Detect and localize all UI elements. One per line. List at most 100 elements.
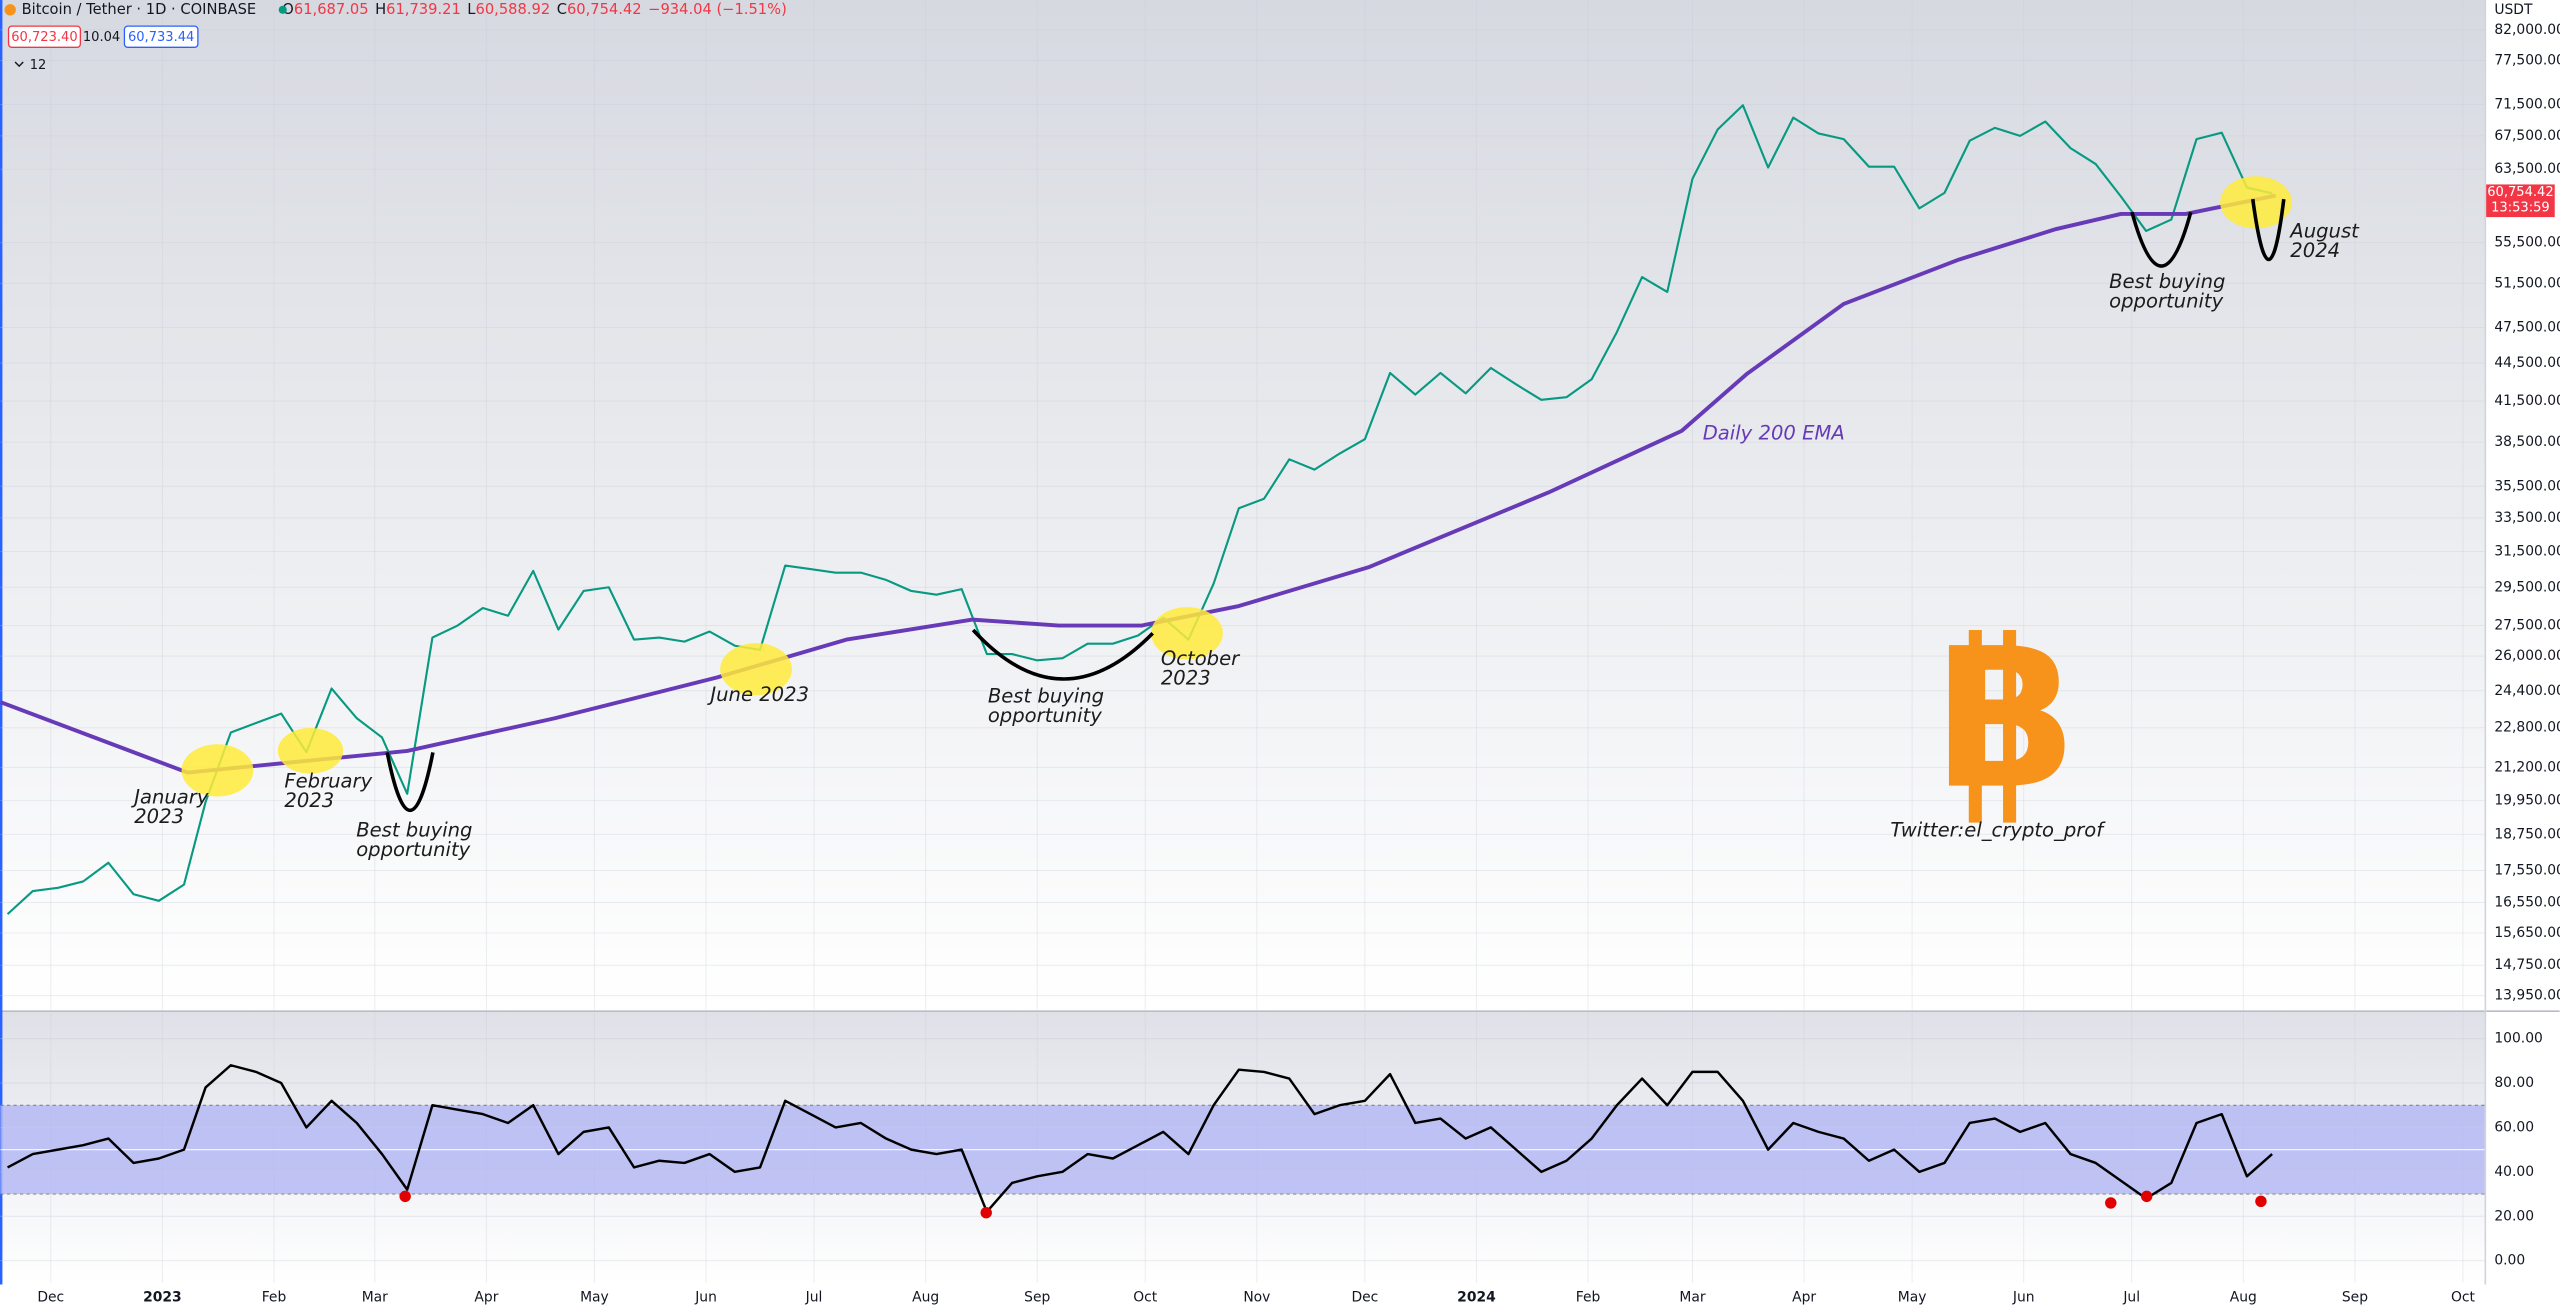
annotation: Best buying	[356, 818, 472, 841]
annotation: August	[2288, 219, 2360, 242]
price-axis	[2484, 0, 2560, 1309]
highlight	[181, 744, 254, 797]
y-tick-label: 67,500.00	[2494, 128, 2560, 144]
x-tick-label: Dec	[1351, 1290, 1378, 1306]
highlight	[2220, 176, 2292, 229]
y-tick-label: 27,500.00	[2494, 618, 2560, 634]
y-tick-label: 55,500.00	[2494, 235, 2560, 251]
rsi-low-dot	[2105, 1197, 2117, 1209]
highlight	[720, 643, 792, 696]
ohlc-key: C	[557, 1, 567, 18]
x-tick-label: Oct	[1133, 1290, 1158, 1306]
rsi-tick-label: 20.00	[2494, 1208, 2534, 1224]
y-tick-label: 15,650.00	[2494, 925, 2560, 941]
annotation: opportunity	[356, 838, 470, 861]
header-line: Bitcoin / Tether · 1D · COINBASE O61,687.…	[22, 1, 787, 18]
series-label: Daily 200 EMA	[1703, 422, 1845, 445]
x-tick-label: Sep	[1024, 1290, 1050, 1306]
symbol: Bitcoin / Tether · 1D · COINBASE	[22, 1, 257, 18]
annotation: 2023	[134, 805, 184, 828]
dip-curve	[971, 628, 1154, 681]
y-tick-label: 33,500.00	[2494, 510, 2560, 526]
x-tick-label: Jun	[2012, 1290, 2035, 1306]
x-tick-label: Nov	[1243, 1290, 1270, 1306]
price-tag	[2486, 184, 2555, 218]
highlight	[1151, 607, 1223, 660]
rsi-tick-label: 40.00	[2494, 1164, 2534, 1180]
rsi-line	[7, 1064, 2273, 1214]
ask: 60,733.44	[128, 30, 194, 45]
ohlc-key: O	[282, 1, 294, 18]
x-tick-label: May	[1898, 1290, 1927, 1306]
y-tick-label: 82,000.00	[2494, 22, 2560, 38]
y-tick-label: 26,000.00	[2494, 648, 2560, 664]
y-tick-label: 16,550.00	[2494, 894, 2560, 910]
x-tick-label: Mar	[362, 1290, 388, 1306]
currency[interactable]: USDT	[2494, 2, 2533, 18]
y-tick-label: 44,500.00	[2494, 355, 2560, 371]
dip-curves	[385, 198, 2286, 813]
rsi-tick-label: 0.00	[2494, 1253, 2525, 1269]
bitcoin-logo: B	[1931, 608, 2078, 832]
change: −934.04 (−1.51%)	[648, 1, 787, 18]
annotation: opportunity	[2109, 289, 2223, 312]
rsi-tick-label: 60.00	[2494, 1119, 2534, 1135]
countdown: 13:53:59	[2491, 201, 2550, 216]
x-tick-label: Aug	[2230, 1290, 2257, 1306]
y-tick-label: 19,950.00	[2494, 793, 2560, 809]
x-tick-label: Jun	[694, 1290, 717, 1306]
x-tick-label: Apr	[474, 1290, 498, 1306]
x-tick-label: Sep	[2342, 1290, 2368, 1306]
annotation: Best buying	[2109, 270, 2225, 293]
x-tick-label: Feb	[262, 1290, 287, 1306]
y-tick-label: 14,750.00	[2494, 957, 2560, 973]
indicator-count[interactable]: 12	[30, 58, 47, 73]
ohlc-value: 60,754.42	[567, 1, 642, 18]
y-tick-label: 13,950.00	[2494, 988, 2560, 1004]
time-axis	[0, 1284, 2560, 1309]
annotation: June 2023	[706, 683, 809, 706]
rsi-tick-label: 100.00	[2494, 1031, 2543, 1047]
ema-line	[0, 193, 2277, 775]
ohlc-value: 60,588.92	[476, 1, 551, 18]
annotation: Best buying	[988, 684, 1104, 707]
last-price: 60,754.42	[2487, 185, 2553, 200]
x-tick-label: 2024	[1457, 1290, 1496, 1306]
ask-box	[123, 25, 199, 48]
logo: B	[1931, 608, 2078, 832]
y-tick-label: 77,500.00	[2494, 53, 2560, 69]
dip-curve	[385, 752, 435, 813]
x-tick-label: Dec	[37, 1290, 64, 1306]
x-tick-label: Feb	[1576, 1290, 1601, 1306]
annotation: February	[284, 769, 372, 792]
y-tick-label: 51,500.00	[2494, 275, 2560, 291]
symbol-icon	[4, 4, 16, 16]
dip-curve	[2130, 211, 2193, 268]
annotation: January	[130, 786, 209, 809]
highlight	[277, 727, 344, 774]
y-tick-label: 47,500.00	[2494, 320, 2560, 336]
collapse-icon[interactable]	[14, 61, 24, 68]
rsi-low-dot	[2255, 1195, 2267, 1207]
x-tick-label: Jul	[2122, 1290, 2140, 1306]
price-line	[6, 104, 2273, 915]
annotation: 2024	[2290, 239, 2340, 262]
y-tick-label: 22,800.00	[2494, 720, 2560, 736]
x-tick-label: May	[580, 1290, 609, 1306]
rsi-low-dot	[980, 1206, 992, 1219]
y-tick-label: 17,550.00	[2494, 862, 2560, 878]
annotation: October	[1161, 647, 1241, 670]
ohlc-key: L	[467, 1, 476, 18]
x-tick-label: Mar	[1679, 1290, 1705, 1306]
rsi-low-dot	[399, 1190, 411, 1203]
annotation: Twitter:el_crypto_prof	[1890, 818, 2106, 841]
annotation: 2023	[284, 789, 334, 812]
x-tick-label: Aug	[912, 1290, 939, 1306]
dip-curve	[2250, 198, 2286, 262]
y-tick-label: 18,750.00	[2494, 826, 2560, 842]
rsi-lows	[399, 1190, 2267, 1219]
y-tick-label: 41,500.00	[2494, 393, 2560, 409]
x-tick-label: Jul	[805, 1290, 823, 1306]
y-tick-label: 63,500.00	[2494, 161, 2560, 177]
